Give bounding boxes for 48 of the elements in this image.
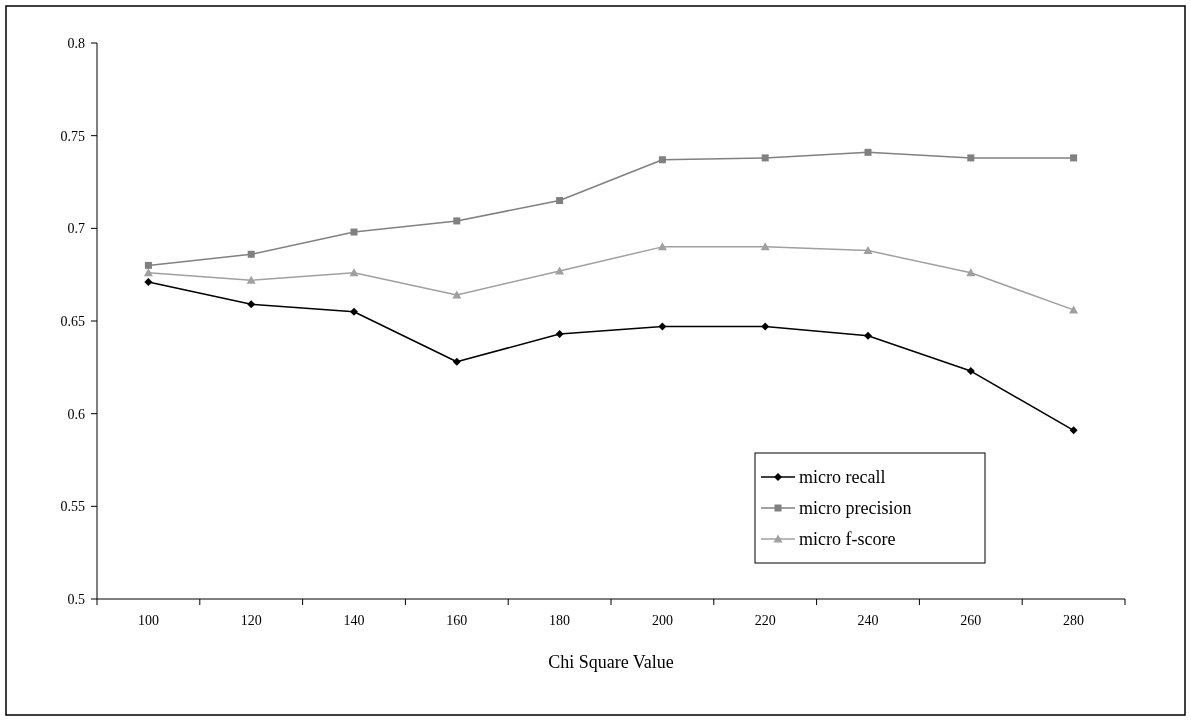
x-tick-label: 200	[651, 613, 673, 628]
point	[144, 261, 152, 269]
point	[555, 329, 564, 338]
point	[658, 156, 666, 164]
x-tick-label: 160	[446, 613, 468, 628]
x-tick-label: 240	[857, 613, 879, 628]
y-tick-label: 0.5	[67, 591, 85, 607]
point	[966, 268, 976, 277]
x-tick-label: 100	[137, 613, 159, 628]
y-tick-label: 0.7	[67, 221, 85, 237]
point	[760, 242, 770, 251]
point	[453, 217, 461, 225]
y-tick-label: 0.6	[67, 406, 85, 422]
point	[350, 228, 358, 236]
point	[556, 197, 564, 205]
point	[350, 307, 358, 316]
y-tick-label: 0.65	[60, 313, 85, 329]
point	[966, 367, 975, 376]
x-tick-label: 120	[240, 613, 262, 628]
x-tick-label: 280	[1063, 613, 1085, 628]
point	[1069, 426, 1078, 435]
point	[761, 154, 769, 162]
point	[1070, 154, 1078, 162]
point	[247, 250, 255, 258]
x-tick-label: 220	[754, 613, 776, 628]
legend-label: micro recall	[799, 467, 886, 488]
point	[452, 357, 461, 366]
x-tick-label: 140	[343, 613, 365, 628]
point	[452, 290, 462, 299]
point	[657, 242, 667, 251]
point	[143, 268, 153, 277]
point	[658, 322, 667, 331]
point	[967, 154, 975, 162]
point	[864, 148, 872, 156]
point	[761, 322, 770, 331]
point	[246, 275, 256, 284]
legend-label: micro f-score	[799, 529, 896, 550]
point	[144, 278, 153, 287]
point	[864, 331, 872, 340]
legend-label: micro precision	[799, 498, 912, 519]
point	[863, 246, 873, 255]
y-tick-label: 0.75	[60, 128, 85, 144]
x-tick-label: 180	[549, 613, 571, 628]
point	[247, 300, 256, 309]
y-tick-label: 0.8	[67, 35, 85, 51]
x-axis-title: Chi Square Value	[548, 652, 674, 672]
x-tick-label: 260	[960, 613, 982, 628]
y-tick-label: 0.55	[60, 499, 85, 515]
